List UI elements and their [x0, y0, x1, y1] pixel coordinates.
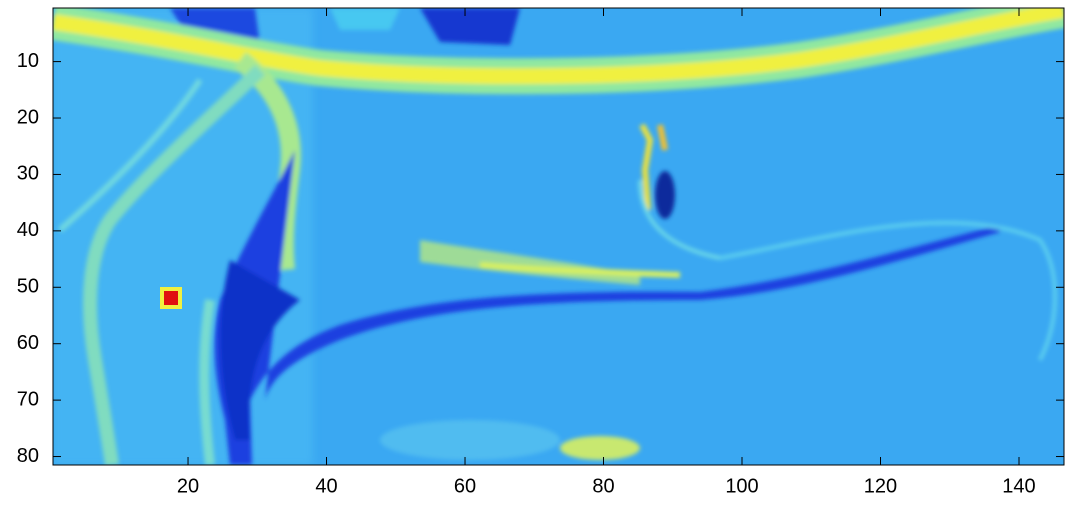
y-tick-label: 30: [17, 163, 39, 185]
x-tick-label: 120: [864, 475, 897, 497]
x-tick-label: 80: [592, 475, 614, 497]
x-tick-label: 100: [725, 475, 758, 497]
x-tick-label: 140: [1002, 475, 1035, 497]
y-tick-label: 70: [17, 388, 39, 410]
y-tick-label: 80: [17, 445, 39, 467]
y-tick-label: 40: [17, 219, 39, 241]
y-tick-label: 50: [17, 276, 39, 298]
y-tick-label: 60: [17, 332, 39, 354]
y-tick-label: 20: [17, 106, 39, 128]
chart: 20 40 60 80 100 120 140 10 20 30 40 50 60 70 80: [0, 0, 1068, 500]
x-tick-label: 20: [177, 475, 199, 497]
x-tick-label: 60: [454, 475, 476, 497]
heatmap-image: [53, 8, 1064, 465]
y-tick-label: 10: [17, 50, 39, 72]
x-tick-label: 40: [315, 475, 337, 497]
